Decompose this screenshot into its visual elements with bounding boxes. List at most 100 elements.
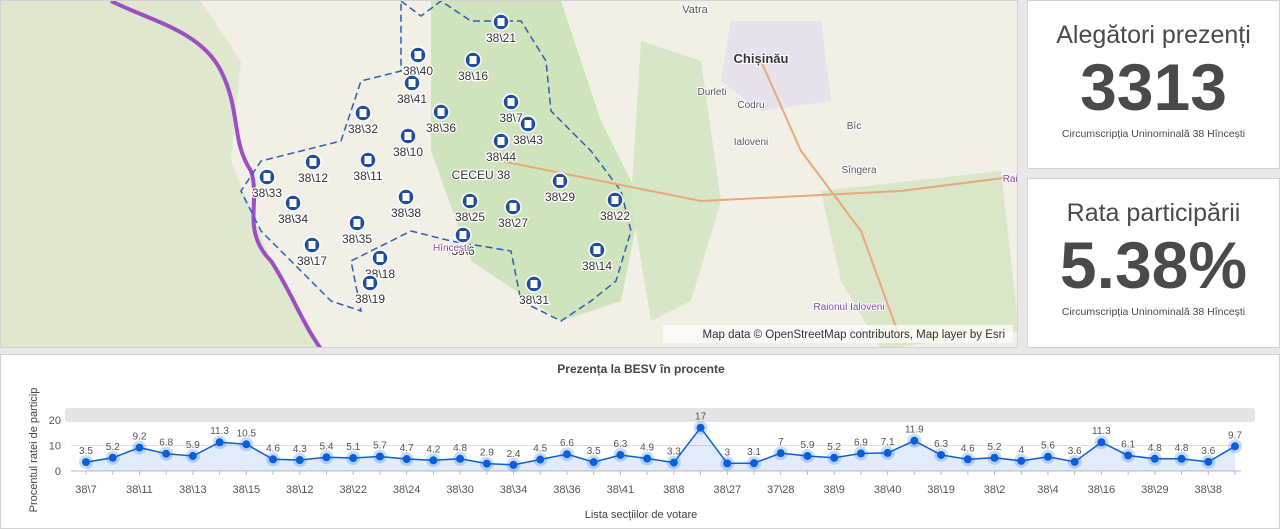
place-label: Raio bbox=[1003, 174, 1018, 185]
station-icon bbox=[530, 280, 538, 288]
station-icon bbox=[593, 246, 601, 254]
data-label: 5.2 bbox=[106, 442, 120, 453]
station-label: 38\11 bbox=[353, 169, 382, 183]
station-label: 38\12 bbox=[298, 171, 328, 185]
station-label: 38\29 bbox=[545, 190, 575, 204]
station-icon bbox=[466, 197, 474, 205]
road bbox=[760, 60, 902, 342]
point bbox=[162, 449, 171, 458]
data-label: 4.9 bbox=[640, 443, 654, 454]
x-tick-label: 38\2 bbox=[984, 484, 1005, 496]
station-icon bbox=[308, 241, 316, 249]
point bbox=[1124, 451, 1133, 460]
point bbox=[1204, 457, 1213, 466]
area bbox=[86, 427, 1235, 471]
place-label: Codru bbox=[737, 100, 764, 111]
station-label: 38\16 bbox=[458, 69, 488, 83]
attribution-bg bbox=[663, 325, 1013, 343]
x-tick-label: 38\19 bbox=[927, 484, 955, 496]
data-label: 6.6 bbox=[560, 438, 574, 449]
point bbox=[1231, 442, 1239, 451]
data-label: 4 bbox=[1018, 445, 1024, 456]
station-label: 38\19 bbox=[355, 292, 385, 306]
data-label: 5.4 bbox=[320, 441, 334, 452]
point bbox=[82, 458, 90, 467]
station-label: 38\35 bbox=[342, 232, 372, 246]
station-icon bbox=[507, 98, 515, 106]
x-tick-label: 38\34 bbox=[500, 484, 528, 496]
point bbox=[536, 455, 545, 464]
station-icon bbox=[556, 177, 564, 185]
point bbox=[1043, 452, 1052, 461]
station-label: 38\34 bbox=[278, 212, 308, 226]
data-label: 7.1 bbox=[881, 437, 895, 448]
data-label: 3.5 bbox=[79, 446, 93, 457]
station-label: 38\22 bbox=[600, 209, 630, 223]
x-tick-label: 38\24 bbox=[393, 484, 421, 496]
data-label: 4.8 bbox=[1175, 443, 1189, 454]
point bbox=[830, 453, 839, 462]
data-label: 3.6 bbox=[1201, 446, 1215, 457]
data-label: 3 bbox=[725, 447, 731, 458]
station-icon bbox=[289, 199, 297, 207]
road bbox=[500, 160, 1017, 203]
station-icon bbox=[263, 173, 271, 181]
data-label: 17 bbox=[695, 412, 707, 423]
data-label: 6.9 bbox=[854, 437, 868, 448]
point bbox=[456, 454, 465, 463]
y-tick-label: 0 bbox=[55, 466, 61, 478]
point bbox=[616, 450, 625, 459]
point bbox=[669, 458, 678, 467]
district-boundary bbox=[240, 1, 632, 322]
point bbox=[135, 443, 144, 452]
station-label: 38\25 bbox=[455, 210, 485, 224]
data-label: 6.3 bbox=[613, 439, 627, 450]
data-label: 6.1 bbox=[1121, 439, 1135, 450]
station-label: 38\17 bbox=[297, 254, 327, 268]
station-label: 38\7 bbox=[499, 111, 523, 125]
point bbox=[215, 438, 224, 447]
data-label: 9.7 bbox=[1228, 430, 1242, 441]
station-label: 38\41 bbox=[397, 92, 427, 106]
x-tick-label: 38\12 bbox=[286, 484, 314, 496]
point bbox=[1017, 456, 1026, 465]
data-label: 5.1 bbox=[346, 442, 360, 453]
chart-title: Prezența la BESV în procente bbox=[557, 362, 725, 376]
point bbox=[937, 450, 946, 459]
station-icon bbox=[353, 219, 361, 227]
range-slider[interactable] bbox=[65, 408, 1255, 422]
x-axis-title: Lista secțiilor de votare bbox=[585, 509, 698, 521]
x-tick-label: 38\36 bbox=[553, 484, 581, 496]
data-label: 4.5 bbox=[533, 444, 547, 455]
data-label: 4.8 bbox=[1148, 443, 1162, 454]
data-label: 3.1 bbox=[747, 447, 761, 458]
data-label: 2.9 bbox=[480, 448, 494, 459]
station-icon bbox=[376, 254, 384, 262]
station-icon bbox=[366, 279, 374, 287]
card: Alegători prezenți 3313 Circumscripția U… bbox=[1027, 0, 1280, 169]
point bbox=[910, 436, 919, 445]
line bbox=[85, 426, 1236, 466]
point bbox=[723, 459, 732, 468]
place-label: Bîc bbox=[847, 121, 861, 132]
point bbox=[990, 453, 999, 462]
place-label: Chișinău bbox=[734, 51, 789, 66]
x-tick-label: 38\22 bbox=[339, 484, 367, 496]
station-label: 38\14 bbox=[582, 259, 612, 273]
point bbox=[1070, 457, 1079, 466]
y-axis-title: Procentul ratei de particip bbox=[28, 388, 40, 513]
data-label: 5.9 bbox=[801, 440, 815, 451]
x-tick-label: 38\40 bbox=[874, 484, 902, 496]
x-tick-label: 38\13 bbox=[179, 484, 207, 496]
map-panel[interactable]: 38\21 38\40 38\16 38\41 38\32 38\36 38\7 38\43 3… bbox=[0, 0, 1018, 348]
data-label: 3.3 bbox=[667, 447, 681, 458]
station-icon bbox=[509, 203, 517, 211]
data-label: 4.3 bbox=[293, 444, 307, 455]
x-tick-label: 38\7 bbox=[75, 484, 96, 496]
station-icon bbox=[359, 109, 367, 117]
point bbox=[643, 454, 652, 463]
data-label: 4.7 bbox=[400, 443, 414, 454]
x-tick-label: 38\15 bbox=[233, 484, 261, 496]
card-subtitle: Circumscripția Uninominală 38 Hîncești bbox=[1061, 306, 1246, 318]
